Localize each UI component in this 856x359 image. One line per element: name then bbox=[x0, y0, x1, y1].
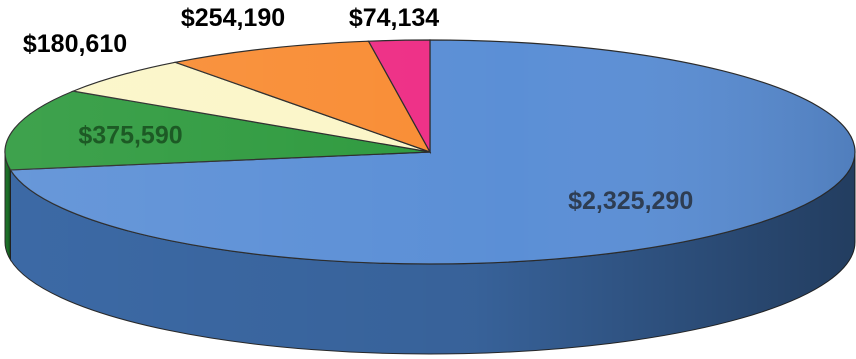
pie-slice-side-shade-0 bbox=[10, 152, 856, 354]
pie-slice-label-3: $254,190 bbox=[181, 4, 285, 32]
pie-slice-label-0: $2,325,290 bbox=[568, 187, 693, 215]
pie-labels: $2,325,290 $375,590 $180,610 $254,190 $74,13… bbox=[23, 4, 693, 215]
pie-slice-label-4: $74,134 bbox=[349, 4, 439, 32]
pie-top-shading bbox=[5, 40, 855, 264]
pie-slice-label-2: $180,610 bbox=[23, 30, 127, 58]
pie-slice-label-1: $375,590 bbox=[78, 121, 182, 149]
pie-slice-side-shade-1 bbox=[5, 152, 11, 260]
pie-tops bbox=[4, 39, 856, 265]
